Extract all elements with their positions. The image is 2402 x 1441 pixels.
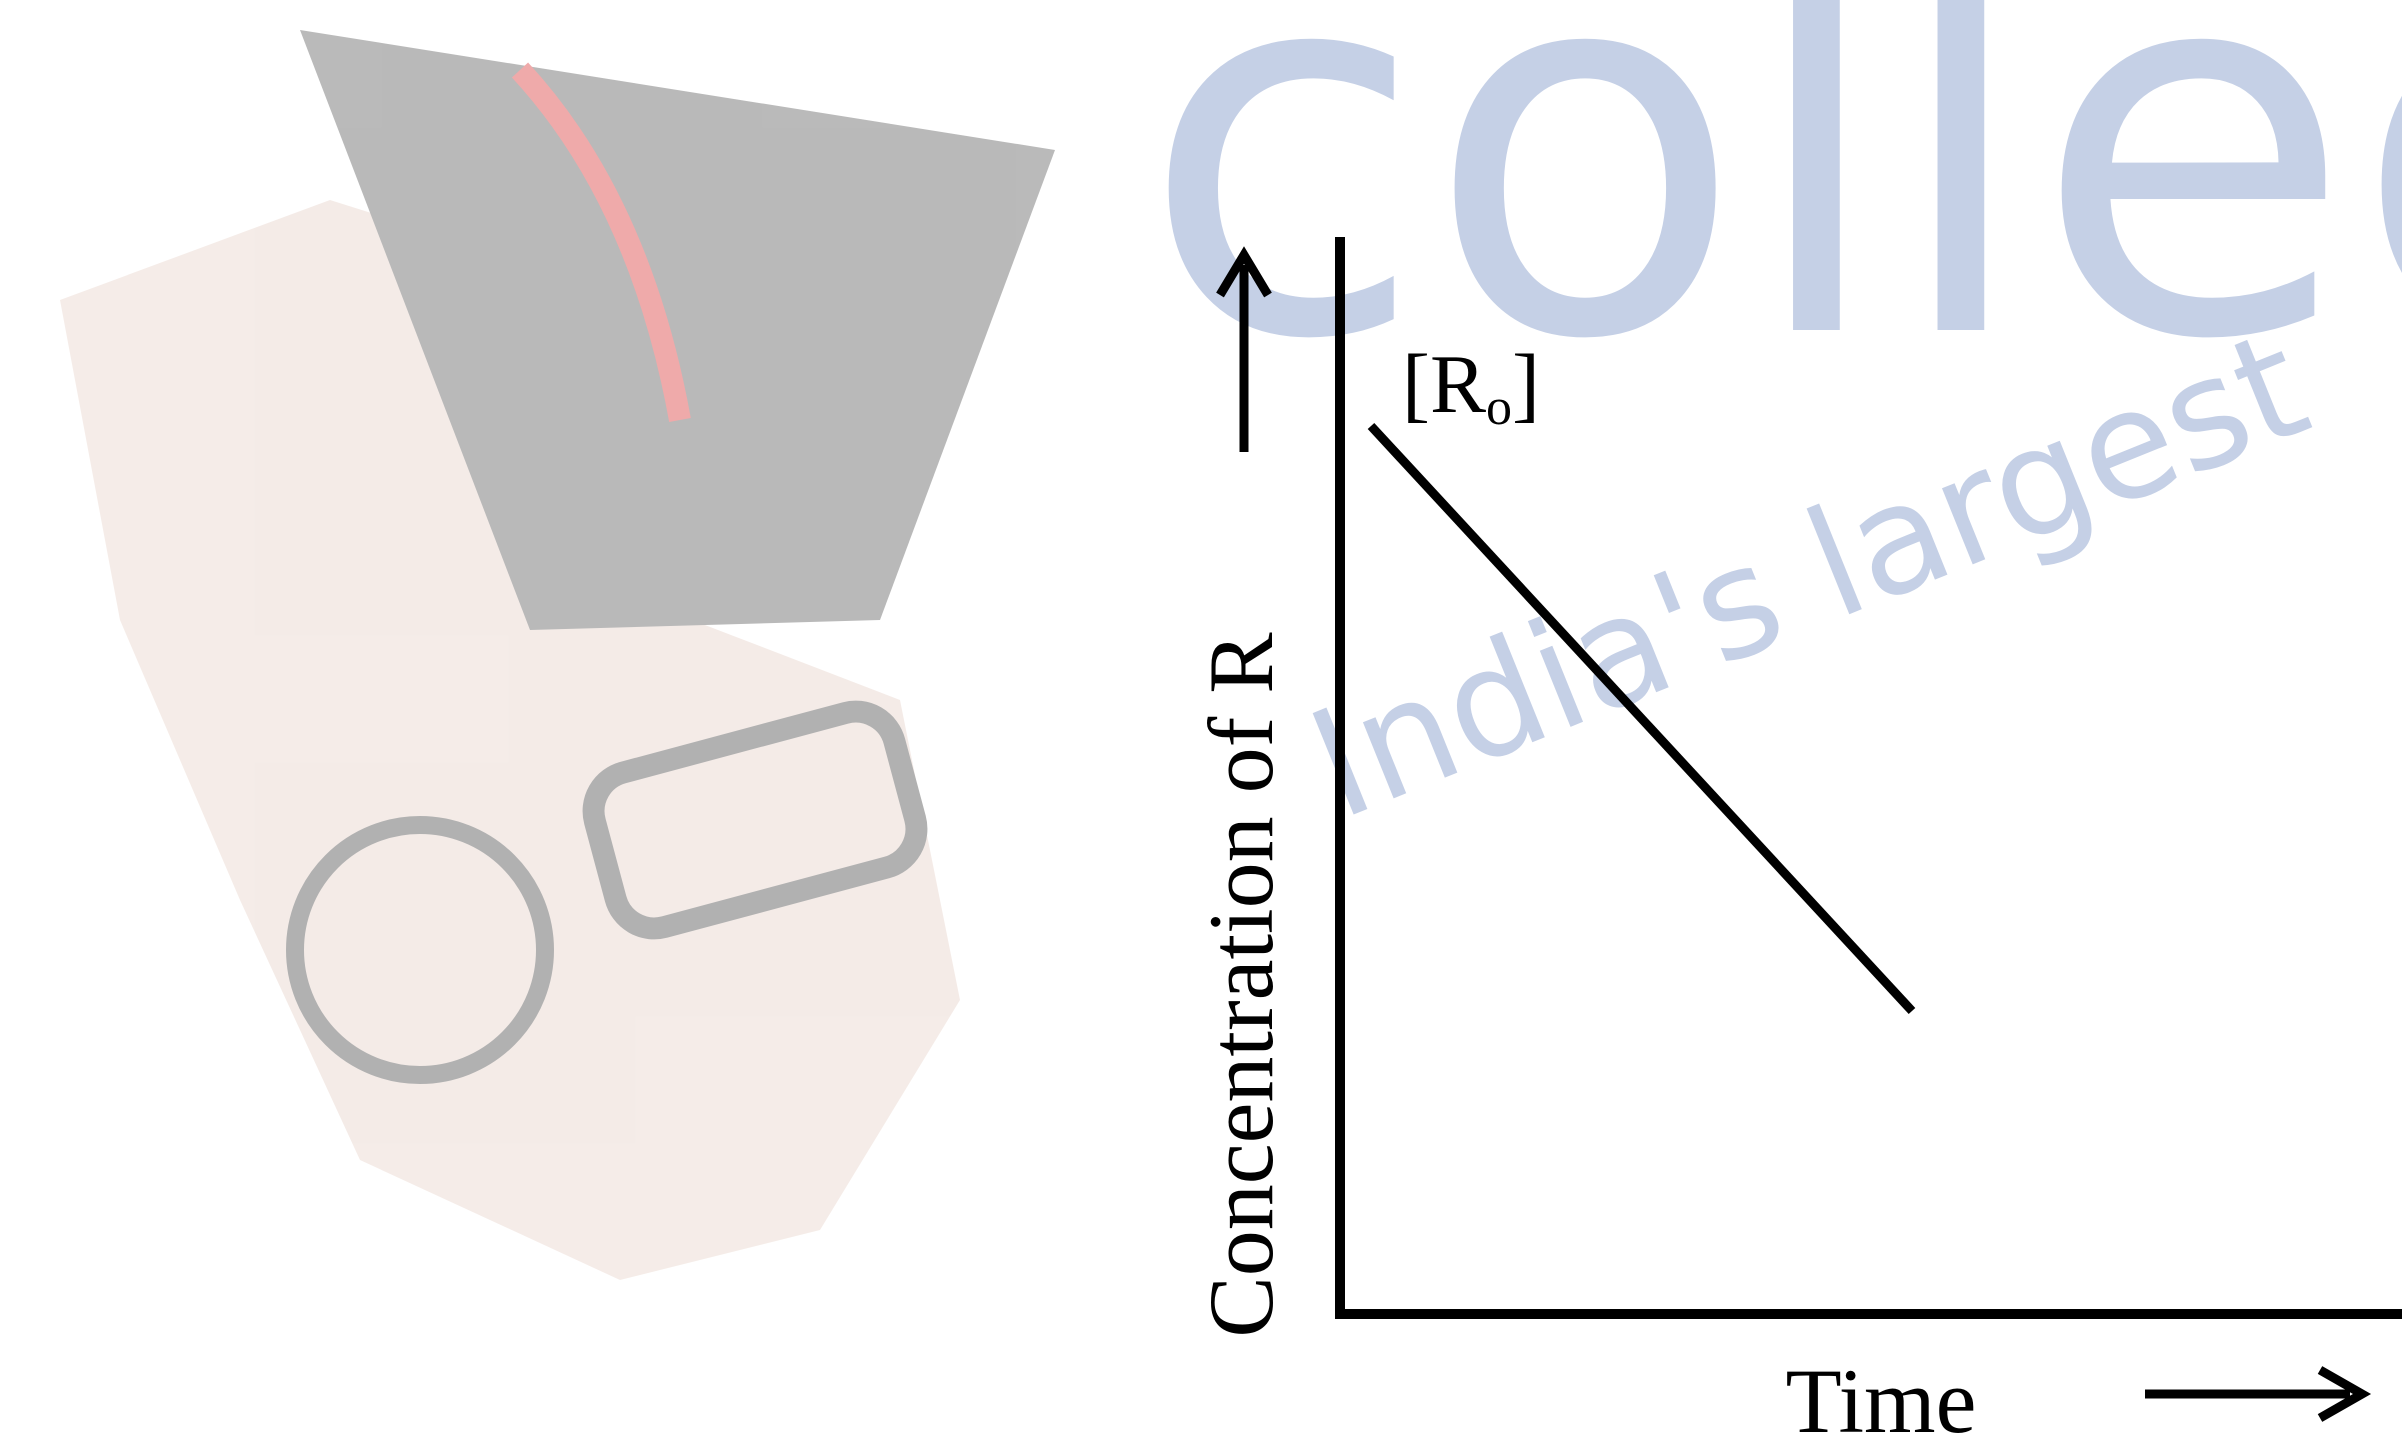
x-axis-label: Time xyxy=(1786,1350,1977,1441)
page: college India's largest [Ro] Concentrati… xyxy=(0,0,2402,1441)
start-label-main: [R xyxy=(1402,338,1486,431)
start-label-close: ] xyxy=(1512,338,1540,431)
start-label-subscript: o xyxy=(1486,379,1512,436)
y-axis-label: Concentration of R xyxy=(1190,632,1292,1338)
x-arrow xyxy=(2145,1370,2362,1418)
watermark-mascot xyxy=(60,30,1055,1280)
start-label: [Ro] xyxy=(1402,338,1540,436)
